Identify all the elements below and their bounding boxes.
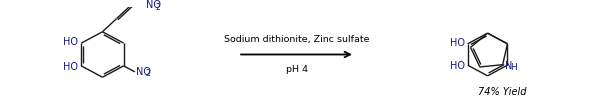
Text: H: H [510,63,517,72]
Text: HO: HO [63,62,78,72]
Text: HO: HO [450,61,465,71]
Text: NO: NO [145,1,161,11]
Text: NO: NO [136,67,151,77]
Text: HO: HO [450,38,465,48]
Text: 74% Yield: 74% Yield [478,87,527,97]
Text: Sodium dithionite, Zinc sulfate: Sodium dithionite, Zinc sulfate [224,35,369,44]
Text: pH 4: pH 4 [285,65,307,74]
Text: HO: HO [63,37,78,47]
Text: 2: 2 [145,69,150,78]
Text: N: N [505,61,513,71]
Text: 2: 2 [155,3,160,12]
